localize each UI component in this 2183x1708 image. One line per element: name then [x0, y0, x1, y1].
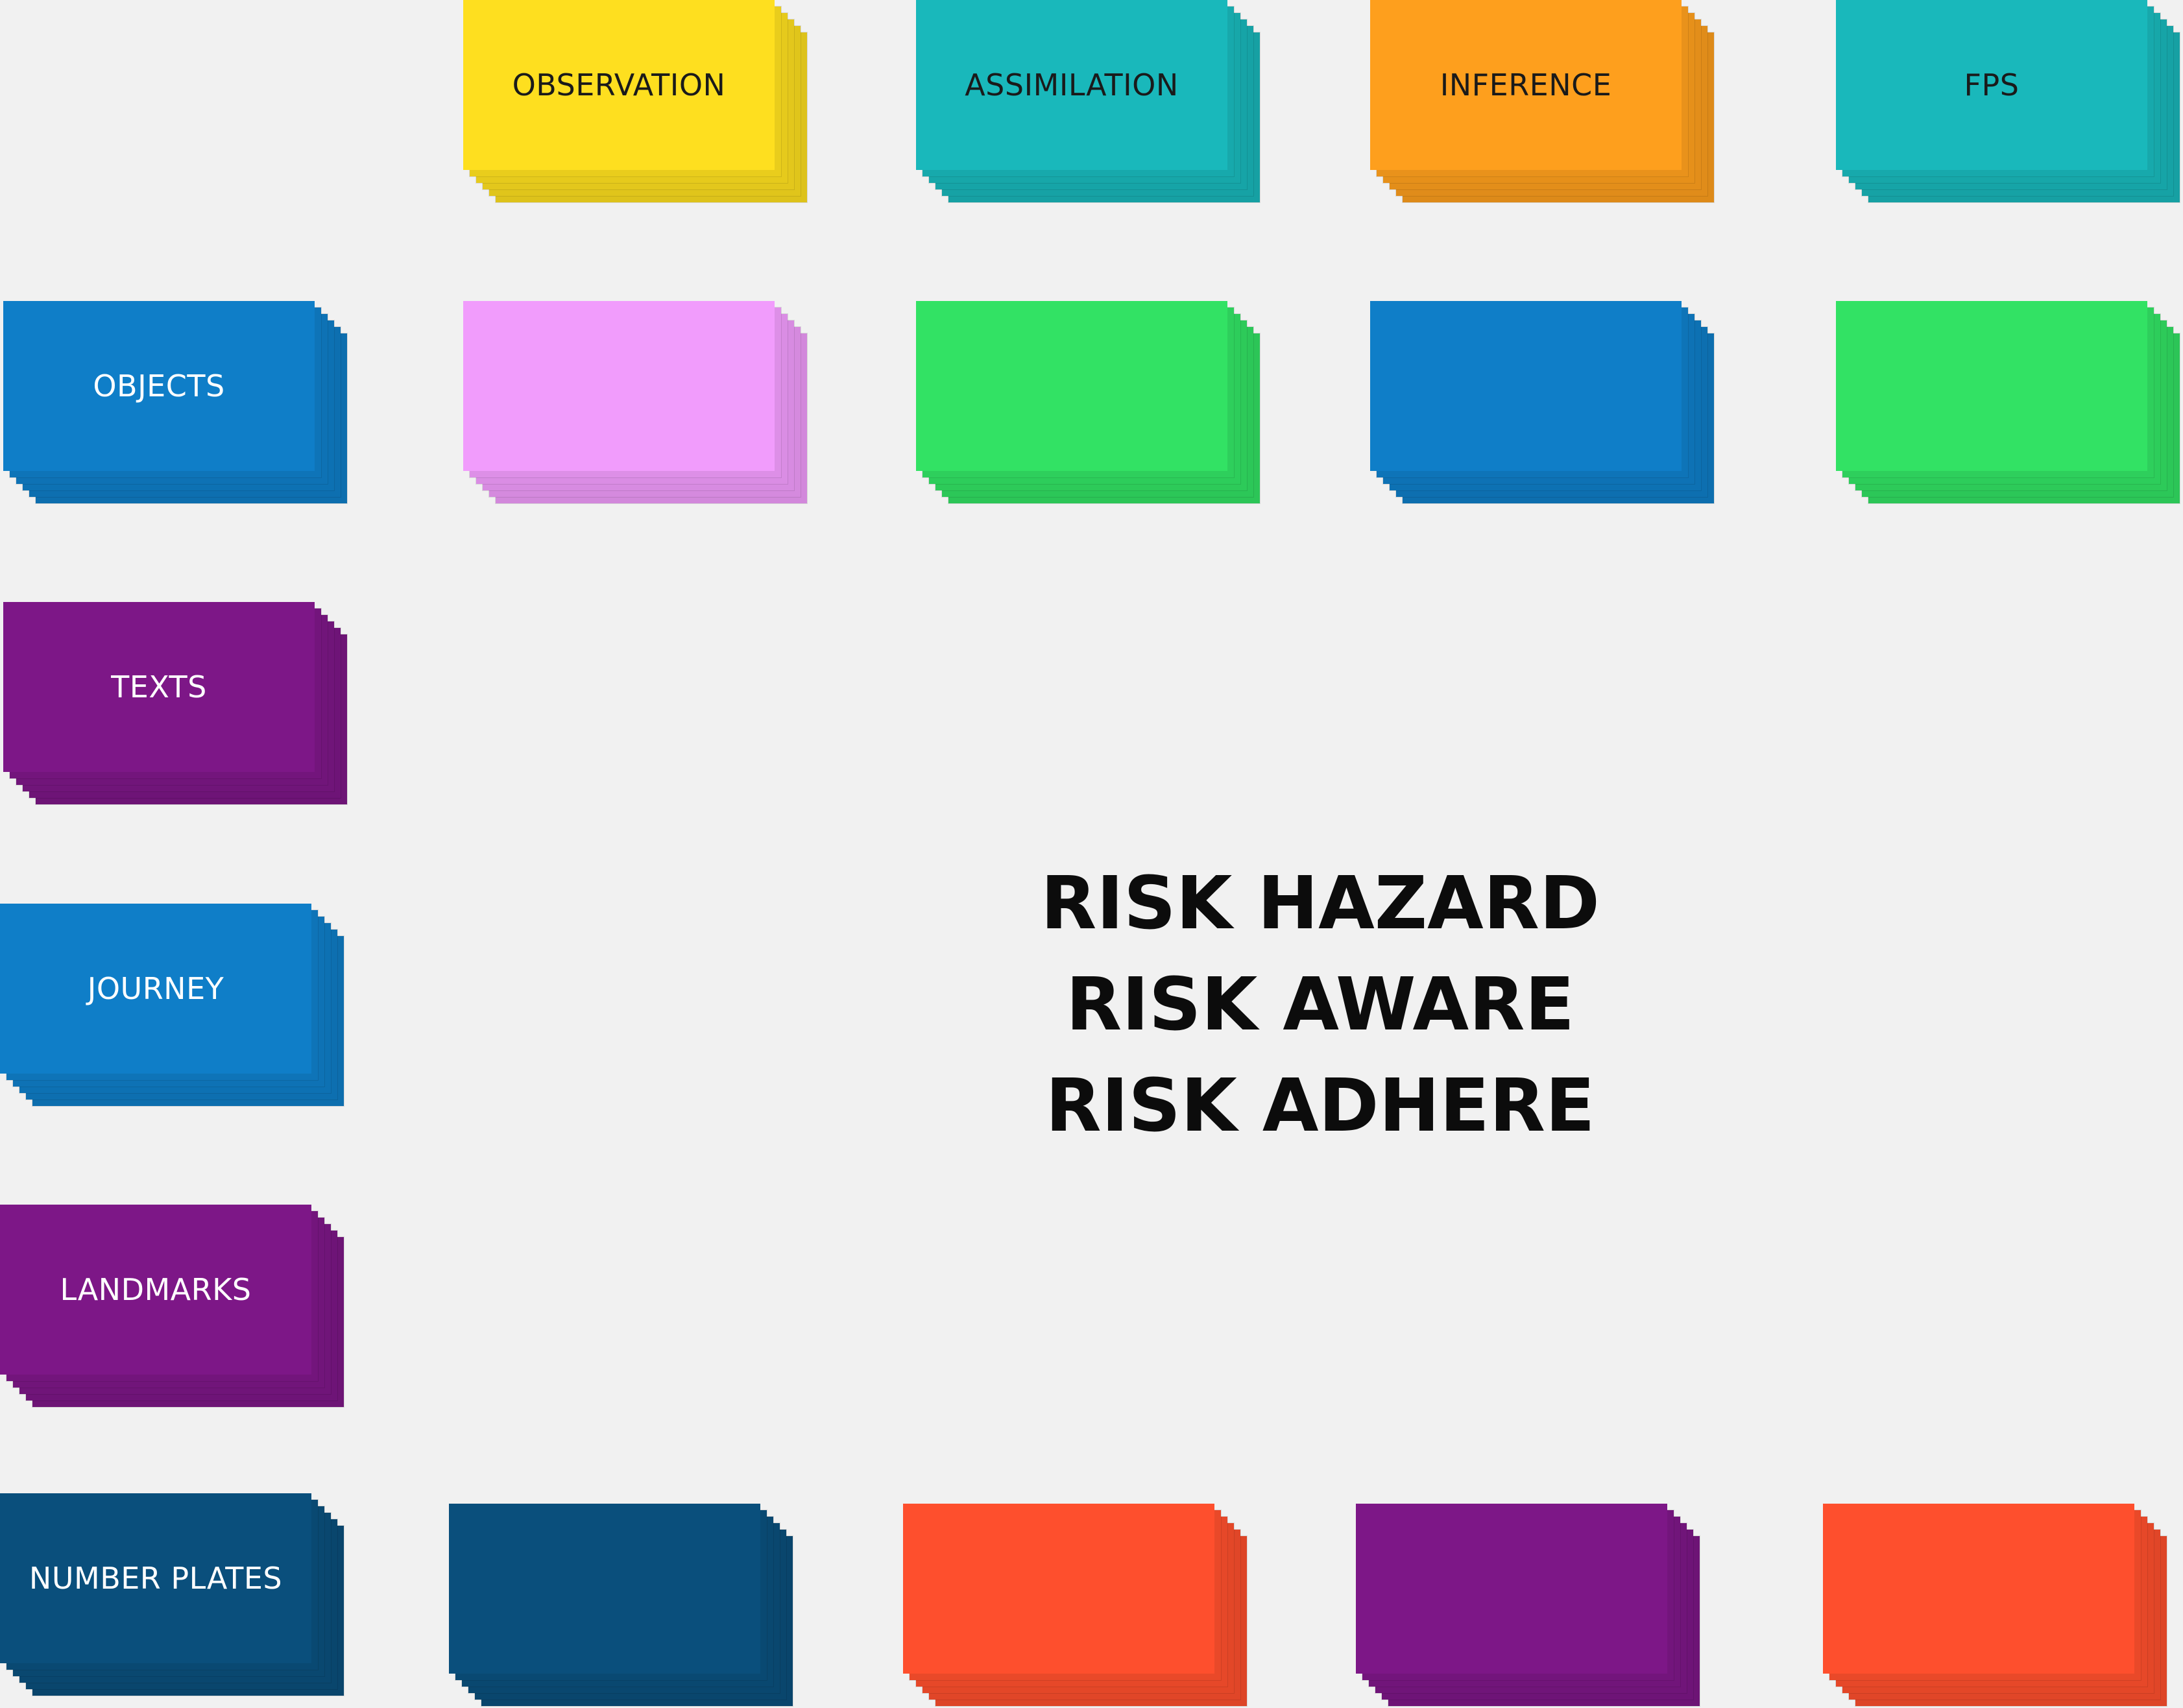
card-objects: OBJECTS: [3, 301, 350, 505]
card-label: JOURNEY: [87, 971, 224, 1006]
center-title: RISK HAZARD RISK AWARE RISK ADHERE: [996, 853, 1645, 1157]
card-row2-3: [1370, 301, 1717, 505]
card-layer: [916, 0, 1227, 170]
card-layer: [1836, 301, 2147, 471]
card-bottom-3: [1356, 1504, 1703, 1708]
card-landmarks: LANDMARKS: [0, 1205, 347, 1409]
card-layer: [449, 1504, 760, 1674]
card-layer: [1356, 1504, 1667, 1674]
card-label: FPS: [1964, 67, 2020, 102]
card-layer: [3, 602, 315, 772]
card-label: TEXTS: [111, 669, 207, 704]
card-layer: [916, 301, 1227, 471]
card-label: ASSIMILATION: [965, 67, 1179, 102]
card-bottom-1: [449, 1504, 796, 1708]
card-inference: INFERENCE: [1370, 0, 1717, 204]
card-row2-4: [1836, 301, 2183, 505]
card-observation: OBSERVATION: [463, 0, 810, 204]
card-layer: [463, 301, 775, 471]
card-bottom-4: [1823, 1504, 2170, 1708]
card-layer: [1370, 301, 1682, 471]
card-texts: TEXTS: [3, 602, 350, 806]
card-layer: [3, 301, 315, 471]
card-fps: FPS: [1836, 0, 2183, 204]
card-bottom-2: [903, 1504, 1250, 1708]
title-line-aware: RISK AWARE: [1066, 963, 1574, 1047]
card-journey: JOURNEY: [0, 904, 347, 1108]
card-row2-2: [916, 301, 1263, 505]
card-label: INFERENCE: [1440, 67, 1612, 102]
card-layer: [463, 0, 775, 170]
card-layer: [0, 904, 311, 1074]
card-layer: [1836, 0, 2147, 170]
card-layer: [0, 1205, 311, 1375]
title-line-hazard: RISK HAZARD: [1041, 861, 1600, 946]
card-number-plates: NUMBER PLATES: [0, 1493, 347, 1698]
card-layer: [0, 1493, 311, 1663]
card-label: NUMBER PLATES: [29, 1561, 283, 1596]
card-label: OBSERVATION: [512, 67, 726, 102]
card-assimilation: ASSIMILATION: [916, 0, 1263, 204]
card-layer: [1823, 1504, 2134, 1674]
card-label: OBJECTS: [93, 368, 225, 403]
card-row2-1: [463, 301, 810, 505]
card-label: LANDMARKS: [60, 1272, 252, 1307]
card-layer: [903, 1504, 1214, 1674]
title-line-adhere: RISK ADHERE: [1045, 1064, 1595, 1148]
card-layer: [1370, 0, 1682, 170]
